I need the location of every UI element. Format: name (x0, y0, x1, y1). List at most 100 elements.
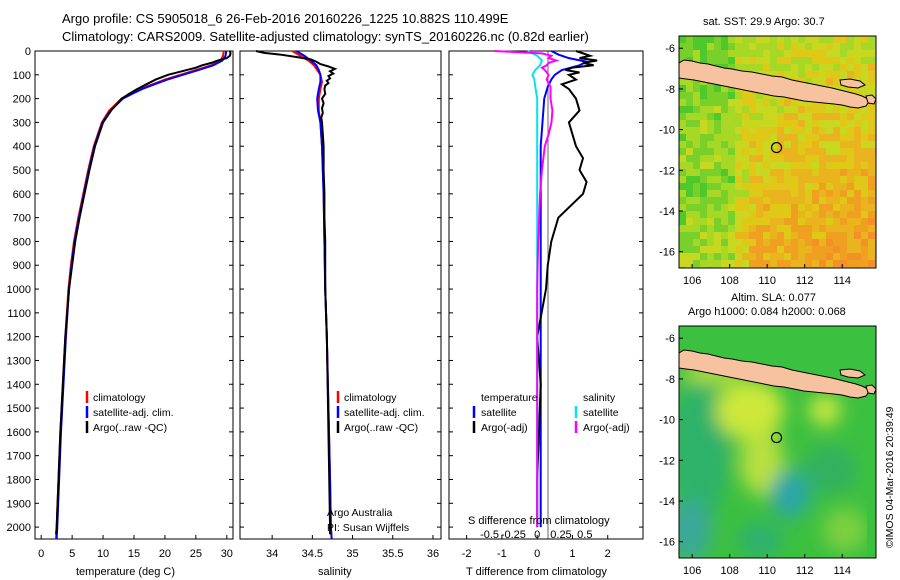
sst-cell (756, 57, 763, 64)
sst-cell (861, 43, 868, 50)
sst-cell (812, 183, 819, 190)
sst-cell (728, 204, 735, 211)
sst-cell (742, 197, 749, 204)
sst-cell (700, 246, 707, 253)
sst-cell (847, 64, 854, 71)
sst-cell (854, 85, 861, 92)
sst-cell (749, 232, 756, 239)
sal-legend-satellite: satellite-adj. clim. (344, 407, 425, 419)
sst-cell (707, 225, 714, 232)
sst-cell (784, 239, 791, 246)
sst-cell (714, 148, 721, 155)
sst-cell (784, 127, 791, 134)
sst-cell (840, 176, 847, 183)
sst-cell (826, 120, 833, 127)
sst-cell (721, 239, 728, 246)
sst-cell (784, 113, 791, 120)
y-tick-label: 1900 (7, 498, 31, 510)
sst-cell (805, 232, 812, 239)
sst-cell (791, 218, 798, 225)
sst-cell (756, 134, 763, 141)
sst-cell (742, 155, 749, 162)
sst-cell (693, 120, 700, 127)
sst-cell (784, 134, 791, 141)
y-tick-label: 500 (13, 165, 31, 177)
sst-cell (700, 57, 707, 64)
sst-cell (798, 169, 805, 176)
temperature-series (55, 50, 232, 540)
sst-cell (686, 78, 693, 85)
legend-s-argo: Argo(-adj) (583, 422, 630, 434)
sst-cell (840, 106, 847, 113)
sst-cell (770, 113, 777, 120)
sst-cell (819, 148, 826, 155)
sst-cell (854, 127, 861, 134)
sst-cell (693, 85, 700, 92)
sst-cell (805, 99, 812, 106)
sst-cell (798, 113, 805, 120)
sst-cell (805, 246, 812, 253)
sst-cell (714, 190, 721, 197)
sst-cell (861, 225, 868, 232)
sst-cell (868, 57, 875, 64)
sst-cell (728, 85, 735, 92)
lon-tick-label: 106 (683, 565, 701, 577)
sst-cell (812, 211, 819, 218)
sst-cell (693, 169, 700, 176)
sst-cell (728, 197, 735, 204)
sst-cell (826, 260, 833, 267)
y-tick-label: 400 (13, 141, 31, 153)
madura-island-sst (839, 78, 866, 89)
top-tick-label: -0.25 (501, 529, 526, 541)
sst-cell (707, 148, 714, 155)
lat-tick-label: -12 (659, 455, 675, 467)
sst-cell (693, 232, 700, 239)
salinity-series (255, 50, 338, 540)
sst-cell (777, 120, 784, 127)
sst-cell (812, 190, 819, 197)
difference-panel: -2 -1 0 1 2 -0.5 -0.25 0 0.25 0.5 temperature sa… (448, 50, 644, 578)
sst-cell (819, 246, 826, 253)
legend-title-salinity: salinity (583, 392, 616, 404)
sst-cell (854, 197, 861, 204)
sst-cell (805, 148, 812, 155)
sst-cell (693, 253, 700, 260)
sst-cell (854, 106, 861, 113)
sst-cell (686, 155, 693, 162)
sst-cell (812, 106, 819, 113)
sst-cell (693, 162, 700, 169)
sst-cell (798, 141, 805, 148)
sst-cell (756, 204, 763, 211)
sst-cell (854, 260, 861, 267)
sst-cell (763, 155, 770, 162)
sst-cell (777, 57, 784, 64)
sst-cell (847, 120, 854, 127)
sst-cell (812, 50, 819, 57)
bali-island-sla (865, 384, 876, 395)
sst-cell (770, 211, 777, 218)
sst-cell (707, 183, 714, 190)
sst-cell (714, 162, 721, 169)
sst-cell (812, 36, 819, 43)
sst-cell (714, 106, 721, 113)
sst-cell (770, 134, 777, 141)
sst-cell (749, 148, 756, 155)
sst-cell (763, 106, 770, 113)
sst-cell (763, 134, 770, 141)
header-line2: Climatology: CARS2009. Satellite-adjuste… (62, 29, 589, 44)
sst-cell (679, 190, 686, 197)
sst-cell (798, 71, 805, 78)
sst-cell (686, 36, 693, 43)
legend-s-satellite: satellite (583, 407, 619, 419)
sst-cell (819, 57, 826, 64)
sst-cell (840, 64, 847, 71)
sst-cell (763, 141, 770, 148)
sst-cell (854, 162, 861, 169)
x-tick-label: 20 (159, 548, 171, 560)
sst-cell (721, 99, 728, 106)
sst-cell (735, 169, 742, 176)
sst-cell (847, 253, 854, 260)
sst-cell (805, 155, 812, 162)
x-tick-label: 36 (427, 548, 439, 560)
